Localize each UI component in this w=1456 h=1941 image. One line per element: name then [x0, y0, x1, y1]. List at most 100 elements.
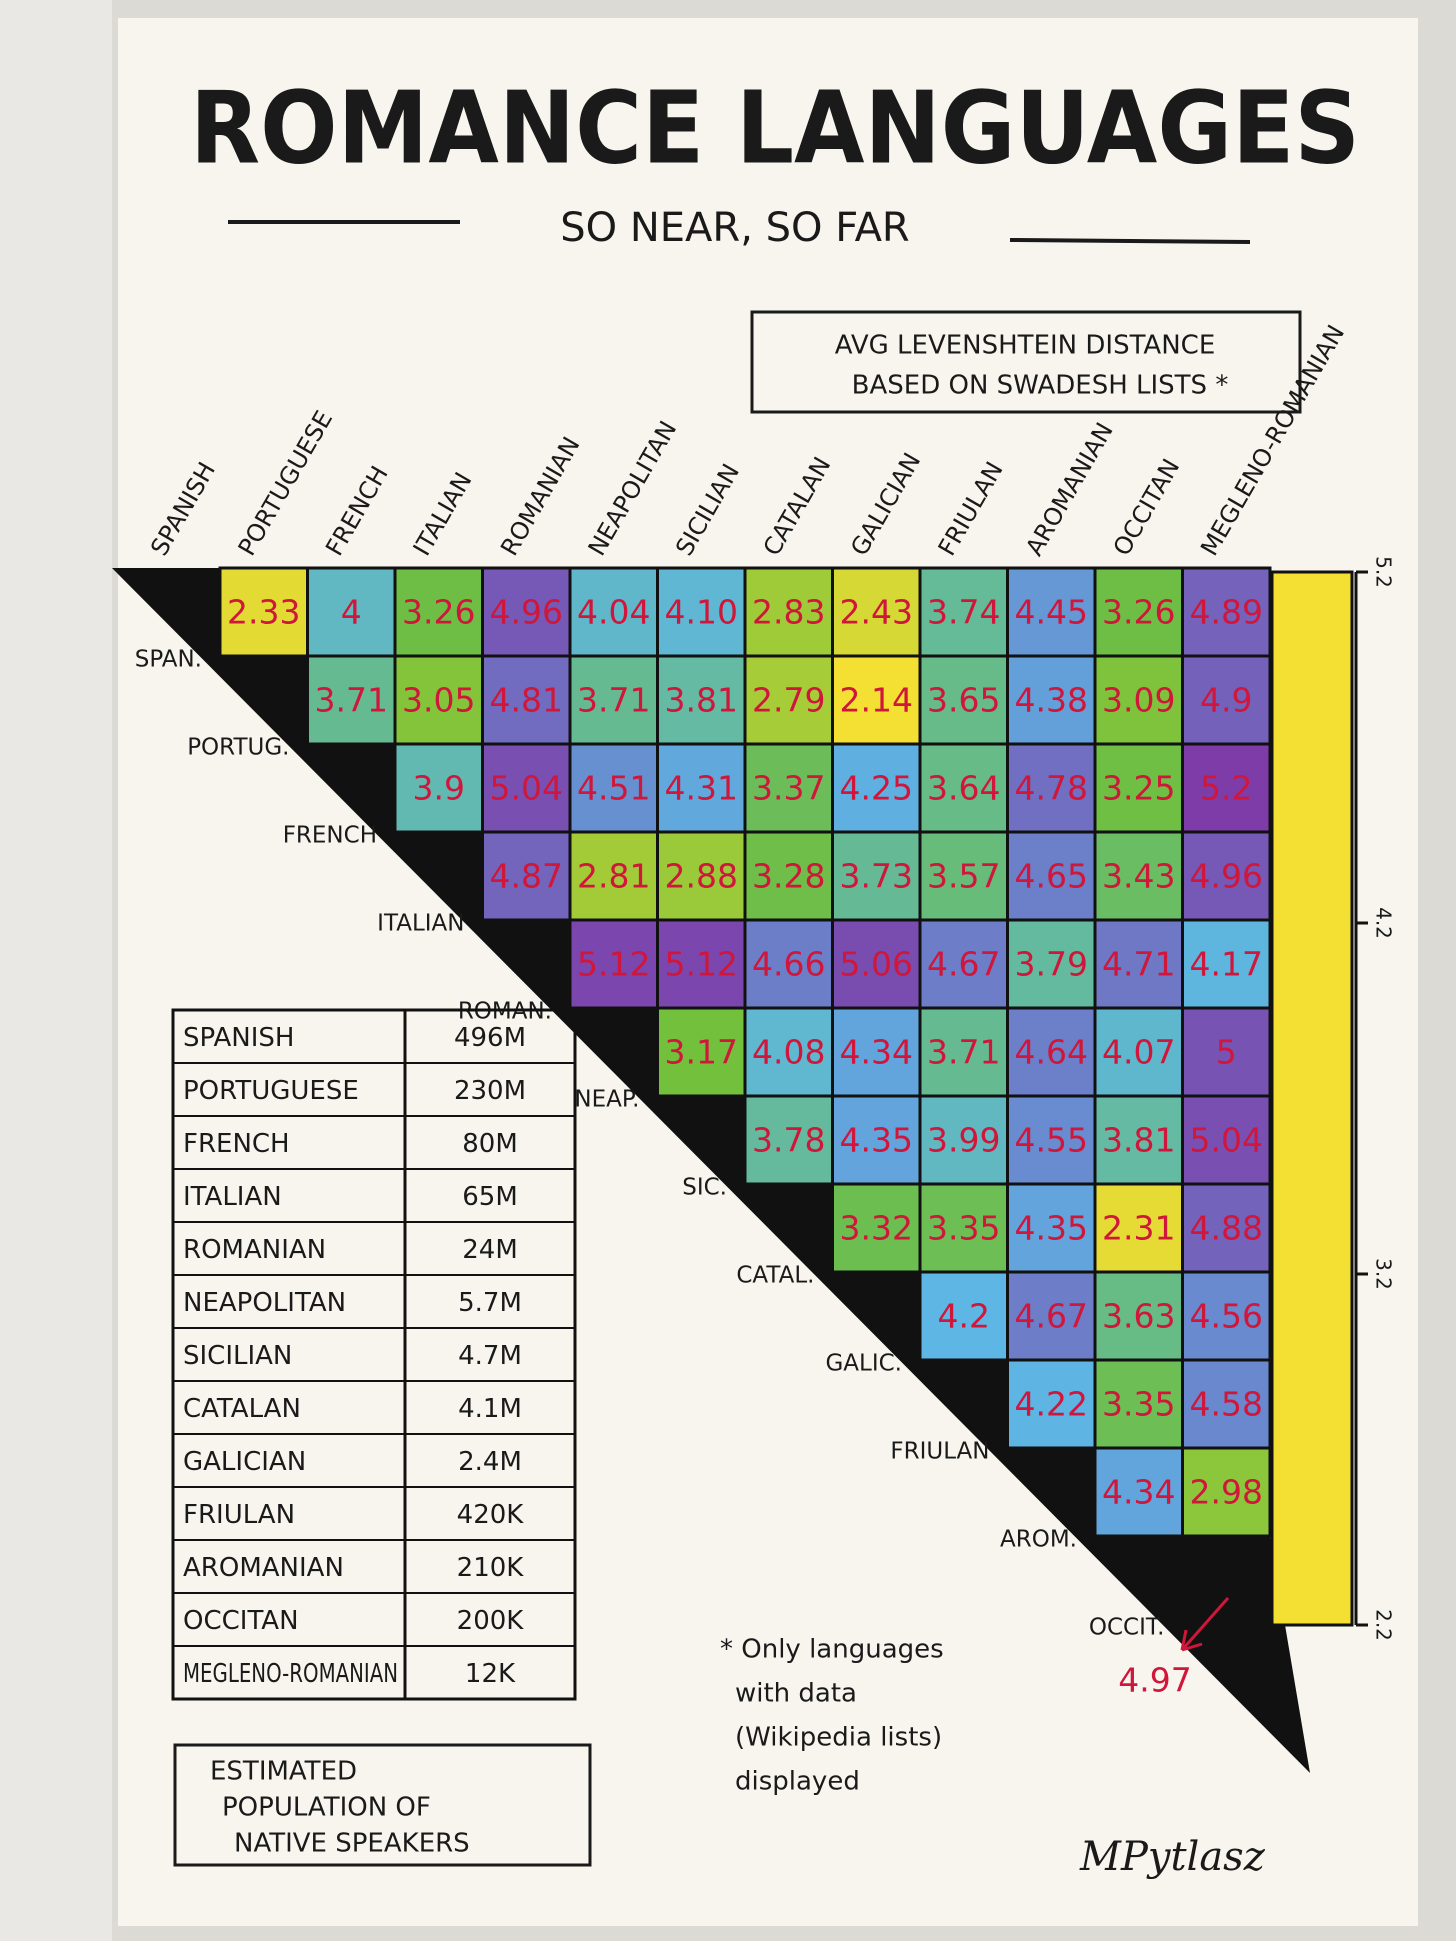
colorbar-tick-label: 4.2	[1372, 907, 1396, 939]
cell-label: 3.17	[665, 1033, 738, 1072]
heatmap-cell	[1181, 1446, 1272, 1538]
heatmap-cell	[918, 566, 1009, 658]
table-language: NEAPOLITAN	[183, 1288, 346, 1318]
cell-label: 3.26	[402, 593, 475, 632]
heatmap-cell	[831, 654, 922, 746]
cell-label: 4.45	[1015, 593, 1088, 632]
heatmap-cell	[1181, 1006, 1272, 1098]
table-language: MEGLENO-ROMANIAN	[183, 1659, 398, 1689]
cell-label: 2.14	[840, 681, 913, 720]
table-language: FRIULAN	[183, 1500, 295, 1530]
cell-label: 5.12	[577, 945, 650, 984]
colorbar-tick-label: 5.2	[1372, 556, 1396, 588]
cell-label: 4.96	[490, 593, 563, 632]
cell-label: 4.34	[1102, 1473, 1175, 1512]
callout-arrow	[1180, 1597, 1230, 1652]
legend-box	[750, 310, 1302, 414]
diagonal-wedge	[112, 568, 1310, 1773]
cell-label: 3.63	[1102, 1297, 1175, 1336]
heatmap-cell	[656, 1006, 747, 1098]
cell-label: 4.17	[1190, 945, 1263, 984]
heatmap-cell	[393, 566, 484, 658]
footnote: displayed	[735, 1767, 860, 1797]
plot: 2.2 3.2 4.2 5.2 SPANISH PORTUGUESE FRENCH ITALI…	[112, 320, 1396, 1880]
heatmap-cell	[1181, 566, 1272, 658]
cell-label: 4.10	[665, 593, 738, 632]
cell-label: 5.04	[490, 769, 563, 808]
cell-label: 4.08	[752, 1033, 825, 1072]
table-population: 65M	[462, 1182, 518, 1212]
footnote: with data	[735, 1679, 857, 1709]
heatmap-cell	[656, 830, 747, 922]
heatmap-cell	[1093, 566, 1184, 658]
cell-label: 4.96	[1190, 857, 1263, 896]
table-language: PORTUGUESE	[183, 1076, 359, 1106]
heatmap-cell	[1181, 654, 1272, 746]
signature: MPytlasz	[1079, 1834, 1266, 1880]
heatmap-cell	[831, 742, 922, 834]
heatmap-cell	[743, 830, 834, 922]
legend-title: AVG LEVENSHTEIN DISTANCE	[835, 331, 1216, 361]
heatmap-cell	[393, 742, 484, 834]
cell-label: 4.81	[490, 681, 563, 720]
heatmap-cell	[1006, 1182, 1097, 1274]
table-population: 230M	[454, 1076, 526, 1106]
cell-label: 3.57	[927, 857, 1000, 896]
table-population: 2.4M	[458, 1447, 522, 1477]
table-caption: NATIVE SPEAKERS	[234, 1829, 470, 1859]
heatmap-cell	[1006, 830, 1097, 922]
table-population: 4.7M	[458, 1341, 522, 1371]
cell-label: 2.83	[752, 593, 825, 632]
left-page	[0, 0, 112, 1941]
heatmap-cell	[1006, 1006, 1097, 1098]
table-language: ROMANIAN	[183, 1235, 326, 1265]
cell-label: 3.71	[577, 681, 650, 720]
colorbar-tick-label: 3.2	[1372, 1258, 1396, 1290]
heatmap-cell	[1093, 1182, 1184, 1274]
colorbar-tick-label: 2.2	[1372, 1609, 1396, 1641]
cell-label: 3.35	[927, 1209, 1000, 1248]
cell-label: 4.04	[577, 593, 650, 632]
heatmap-cell	[918, 830, 1009, 922]
cell-label: 2.79	[752, 681, 825, 720]
table-frame	[171, 1008, 577, 1701]
cell-label: 3.09	[1102, 681, 1175, 720]
heatmap-cell	[743, 1094, 834, 1186]
heatmap-cell	[918, 1270, 1009, 1362]
row-label: CATAL.	[736, 1263, 814, 1289]
row-label: SIC.	[682, 1175, 727, 1201]
table-population: 24M	[462, 1235, 518, 1265]
table-caption: ESTIMATED	[210, 1757, 357, 1787]
cell-label: 4.67	[1015, 1297, 1088, 1336]
table-language: SICILIAN	[183, 1341, 292, 1371]
table-language: FRENCH	[183, 1129, 290, 1159]
cell-label: 3.35	[1102, 1385, 1175, 1424]
cell-label: 3.64	[927, 769, 1000, 808]
cell-label: 4.58	[1190, 1385, 1263, 1424]
heatmap-cell	[1006, 1358, 1097, 1450]
cell-label: 2.33	[227, 593, 300, 632]
cell-label: 4.35	[840, 1121, 913, 1160]
cell-label: 4.71	[1102, 945, 1175, 984]
heatmap-cell	[1006, 1094, 1097, 1186]
heatmap-cell	[306, 654, 397, 746]
cell-label: 2.43	[840, 593, 913, 632]
heatmap-cell	[568, 654, 659, 746]
cell-label: 2.98	[1190, 1473, 1263, 1512]
table-language: CATALAN	[183, 1394, 301, 1424]
cell-label: 5.2	[1200, 769, 1252, 808]
table-population: 4.1M	[458, 1394, 522, 1424]
cell-label: 3.99	[927, 1121, 1000, 1160]
cell-label: 4.34	[840, 1033, 913, 1072]
cell-label: 3.74	[927, 593, 1000, 632]
heatmap-cell	[1006, 742, 1097, 834]
cell-label: 3.9	[413, 769, 465, 808]
table-language: OCCITAN	[183, 1606, 299, 1636]
table-population: 420K	[457, 1500, 525, 1530]
cell-label: 4.9	[1200, 681, 1252, 720]
cell-label: 4.2	[938, 1297, 990, 1336]
row-label: SPAN.	[135, 647, 202, 673]
row-label: ITALIAN	[377, 911, 464, 937]
